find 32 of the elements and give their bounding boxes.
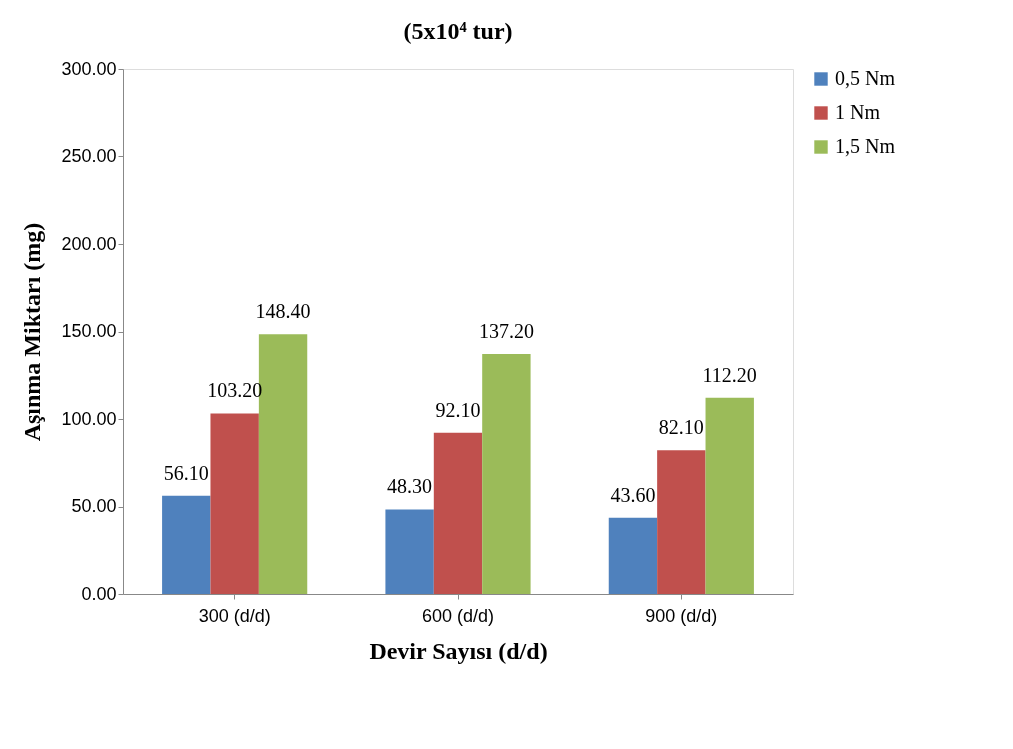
data-label: 56.10 bbox=[163, 461, 209, 484]
data-label: 137.20 bbox=[478, 319, 534, 342]
y-axis-title: Aşınma Miktarı (mg) bbox=[19, 222, 46, 442]
data-label: 82.10 bbox=[658, 416, 704, 439]
data-label: 112.20 bbox=[702, 363, 757, 386]
bar bbox=[705, 397, 754, 594]
data-label: 48.30 bbox=[387, 475, 433, 498]
y-tick-label: 150.00 bbox=[61, 321, 117, 341]
legend-label: 1 Nm bbox=[835, 101, 881, 123]
data-label: 92.10 bbox=[435, 398, 481, 421]
bar bbox=[162, 495, 211, 594]
data-label: 43.60 bbox=[610, 483, 656, 506]
legend-label: 1,5 Nm bbox=[835, 135, 896, 157]
x-tick-label: 600 (d/d) bbox=[421, 605, 495, 626]
bar bbox=[385, 509, 434, 594]
y-tick-label: 300.00 bbox=[61, 58, 117, 79]
y-tick-label: 0.00 bbox=[81, 583, 117, 604]
y-tick-label: 50.00 bbox=[71, 496, 117, 516]
bar bbox=[210, 413, 259, 594]
x-tick-label: 300 (d/d) bbox=[198, 605, 271, 626]
legend-label: 0,5 Nm bbox=[835, 67, 896, 89]
bar bbox=[657, 450, 706, 594]
x-axis-title: Devir Sayısı (d/d) bbox=[369, 637, 548, 664]
bar bbox=[482, 353, 531, 594]
chart-title: (5x10⁴ tur) bbox=[403, 18, 513, 44]
bar bbox=[433, 432, 483, 594]
y-tick-label: 100.00 bbox=[61, 408, 117, 429]
x-tick-label: 900 (d/d) bbox=[645, 605, 718, 626]
bar bbox=[608, 517, 658, 594]
y-tick-label: 250.00 bbox=[61, 146, 117, 166]
y-tick-label: 200.00 bbox=[61, 233, 117, 254]
data-label: 148.40 bbox=[255, 300, 311, 323]
